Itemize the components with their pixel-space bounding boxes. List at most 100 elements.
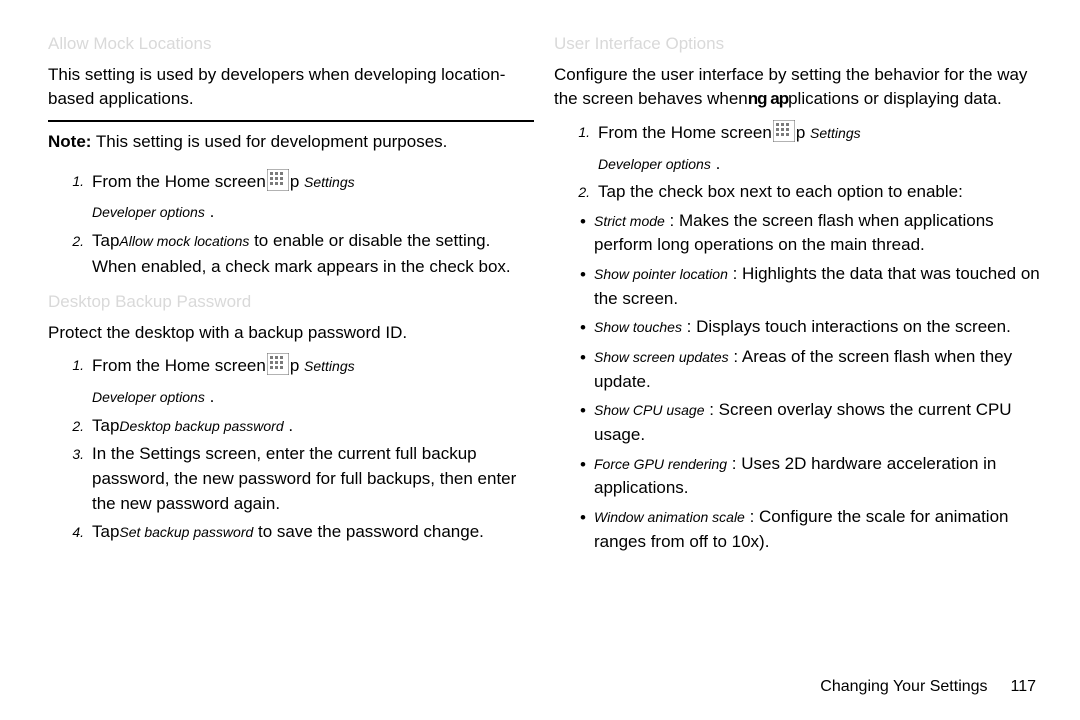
text: to enable or disable the setting.	[249, 231, 490, 250]
bullet-dot: •	[580, 505, 594, 554]
option-term: Force GPU rendering	[594, 456, 727, 472]
option-term: Strict mode	[594, 213, 665, 229]
option-term: Show screen updates	[594, 349, 729, 365]
option-item: •Show pointer location : Highlights the …	[580, 262, 1040, 311]
option-body: Show CPU usage : Screen overlay shows th…	[594, 398, 1040, 447]
ui-step-2: 2. Tap the check box next to each option…	[568, 180, 1040, 205]
option-desc: : Displays touch interactions on the scr…	[682, 317, 1011, 336]
bullet-dot: •	[580, 398, 594, 447]
step-number: 1.	[62, 169, 92, 225]
option-body: Window animation scale : Configure the s…	[594, 505, 1040, 554]
dev-options-label: Developer options	[598, 156, 711, 172]
heading-allow-mock: Allow Mock Locations	[48, 32, 534, 57]
text: p	[290, 172, 304, 191]
option-term: Show CPU usage	[594, 402, 705, 418]
option-body: Show pointer location : Highlights the d…	[594, 262, 1040, 311]
bullet-dot: •	[580, 209, 594, 258]
step-body: TapDesktop backup password .	[92, 414, 534, 439]
para-mock-intro: This setting is used by developers when …	[48, 63, 534, 112]
backup-step-3: 3. In the Settings screen, enter the cur…	[62, 442, 534, 516]
text: plications or displaying data.	[788, 89, 1002, 108]
option-item: •Strict mode : Makes the screen flash wh…	[580, 209, 1040, 258]
footer-section: Changing Your Settings	[820, 678, 987, 695]
backup-step-2: 2. TapDesktop backup password .	[62, 414, 534, 439]
apps-grid-icon	[773, 120, 795, 150]
bullet-dot: •	[580, 315, 594, 341]
bullet-dot: •	[580, 452, 594, 501]
text: Tap	[92, 522, 119, 541]
settings-label: Settings	[304, 174, 355, 190]
para-desktop-backup: Protect the desktop with a backup passwo…	[48, 321, 534, 346]
mock-step-2: 2. TapAllow mock locations to enable or …	[62, 229, 534, 280]
option-term: Window animation scale	[594, 509, 745, 525]
option-body: Show touches : Displays touch interactio…	[594, 315, 1040, 341]
backup-step-4: 4. TapSet backup password to save the pa…	[62, 520, 534, 545]
text: From the Home screen	[598, 123, 772, 142]
option-body: Show screen updates : Areas of the scree…	[594, 345, 1040, 394]
bullet-dot: •	[580, 345, 594, 394]
apps-grid-icon	[267, 353, 289, 383]
option-item: •Show touches : Displays touch interacti…	[580, 315, 1040, 341]
option-item: •Force GPU rendering : Uses 2D hardware …	[580, 452, 1040, 501]
backup-step-1: 1. From the Home screen p Settings Develo…	[62, 353, 534, 409]
page-footer: Changing Your Settings 117	[820, 678, 1036, 696]
footer-page: 117	[992, 678, 1036, 696]
text: p	[290, 356, 304, 375]
dev-options-label: Developer options	[92, 204, 205, 220]
step-number: 2.	[62, 414, 92, 439]
note-body: This setting is used for development pur…	[91, 132, 447, 151]
ui-options-list: •Strict mode : Makes the screen flash wh…	[554, 209, 1040, 554]
text: p	[796, 123, 810, 142]
step-body: In the Settings screen, enter the curren…	[92, 442, 534, 516]
step-body: From the Home screen p Settings Developer…	[598, 120, 1040, 176]
step-body: Tap the check box next to each option to…	[598, 180, 1040, 205]
step-number: 4.	[62, 520, 92, 545]
option-term: Show touches	[594, 319, 682, 335]
step-body: From the Home screen p Settings Developer…	[92, 353, 534, 409]
option-item: •Show CPU usage : Screen overlay shows t…	[580, 398, 1040, 447]
period: .	[711, 154, 720, 173]
step-body: TapAllow mock locations to enable or dis…	[92, 229, 534, 280]
step-number: 2.	[568, 180, 598, 205]
step-number: 2.	[62, 229, 92, 280]
page: Allow Mock Locations This setting is use…	[0, 0, 1080, 660]
period: .	[284, 416, 293, 435]
apps-grid-icon	[267, 169, 289, 199]
left-column: Allow Mock Locations This setting is use…	[48, 32, 554, 660]
text: From the Home screen	[92, 356, 266, 375]
settings-label: Settings	[810, 125, 861, 141]
option-term: Show pointer location	[594, 266, 728, 282]
text: Tap	[92, 416, 119, 435]
note-line: Note: This setting is used for developme…	[48, 130, 534, 155]
option-body: Force GPU rendering : Uses 2D hardware a…	[594, 452, 1040, 501]
period: .	[205, 387, 214, 406]
set-backup-label: Set backup password	[119, 524, 253, 540]
dev-options-label: Developer options	[92, 389, 205, 405]
step-body: From the Home screen p Settings Developer…	[92, 169, 534, 225]
text: Tap	[92, 231, 119, 250]
text: From the Home screen	[92, 172, 266, 191]
step-number: 3.	[62, 442, 92, 516]
divider	[48, 120, 534, 122]
settings-label: Settings	[304, 358, 355, 374]
desktop-backup-label: Desktop backup password	[119, 418, 283, 434]
option-item: •Window animation scale : Configure the …	[580, 505, 1040, 554]
text: to save the password change.	[253, 522, 484, 541]
right-column: User Interface Options Configure the use…	[554, 32, 1060, 660]
option-body: Strict mode : Makes the screen flash whe…	[594, 209, 1040, 258]
heading-desktop-backup: Desktop Backup Password	[48, 290, 534, 315]
period: .	[205, 202, 214, 221]
ui-step-1: 1. From the Home screen p Settings Develo…	[568, 120, 1040, 176]
bullet-dot: •	[580, 262, 594, 311]
step-body: TapSet backup password to save the passw…	[92, 520, 534, 545]
mock-step-1: 1. From the Home screen p Settings Develo…	[62, 169, 534, 225]
overlap-text: ng ap	[748, 89, 788, 108]
allow-mock-label: Allow mock locations	[119, 233, 249, 249]
heading-ui-options: User Interface Options	[554, 32, 1040, 57]
text: When enabled, a check mark appears in th…	[92, 255, 534, 280]
note-label: Note:	[48, 132, 91, 151]
option-item: •Show screen updates : Areas of the scre…	[580, 345, 1040, 394]
para-ui-options: Configure the user interface by setting …	[554, 63, 1040, 112]
step-number: 1.	[568, 120, 598, 176]
step-number: 1.	[62, 353, 92, 409]
